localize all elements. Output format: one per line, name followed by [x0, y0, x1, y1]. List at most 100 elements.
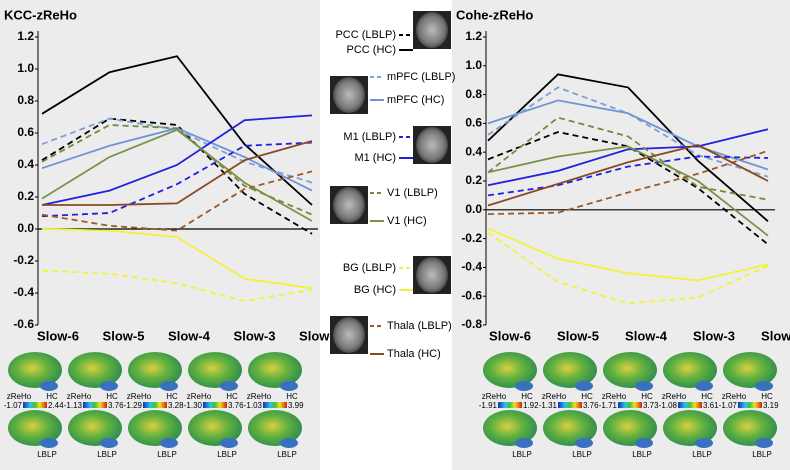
legend-label: V1 (LBLP)	[387, 187, 438, 199]
colorbar-max: 3.76	[108, 401, 124, 410]
y-tick-label: -0.4	[13, 285, 34, 299]
brain-map	[8, 352, 62, 388]
brain-map	[188, 352, 242, 388]
colorbar-max: 3.99	[288, 401, 304, 410]
measure-label: zReHo	[127, 392, 152, 401]
brain-icon	[333, 77, 365, 113]
cerebellum	[695, 438, 713, 448]
cerebellum	[635, 438, 653, 448]
colorbar-max: 3.76	[583, 401, 599, 410]
group-label: LBLP	[217, 450, 237, 459]
cerebellum	[635, 381, 653, 391]
cerebellum	[100, 381, 118, 391]
series-line	[487, 145, 769, 237]
colorbar-min: -1.08	[659, 401, 678, 410]
cerebellum	[220, 381, 238, 391]
brain-map	[68, 352, 122, 388]
legend-label: BG (LBLP)	[343, 262, 396, 274]
y-tick-label: 0.6	[17, 125, 34, 139]
y-tick-label: 1.2	[465, 29, 482, 43]
y-tick-label: 1.2	[17, 29, 34, 43]
colorbar	[143, 402, 167, 408]
group-label: LBLP	[512, 450, 532, 459]
group-label: LBLP	[632, 450, 652, 459]
brain-map	[663, 410, 717, 446]
colorbar-max: 3.76	[228, 401, 244, 410]
cerebellum	[755, 438, 773, 448]
y-tick-label: -0.8	[461, 317, 482, 331]
cerebellum	[575, 438, 593, 448]
brain-map	[128, 352, 182, 388]
colorbar	[23, 402, 47, 408]
y-tick-label: 0.2	[17, 189, 34, 203]
series-line	[41, 228, 313, 290]
y-tick-label: 1.0	[17, 61, 34, 75]
colorbar-max: 2.44	[48, 401, 64, 410]
series-line	[487, 149, 769, 215]
colorbar-min: -1.07	[4, 401, 23, 410]
measure-label: zReHo	[67, 392, 92, 401]
y-tick-label: 0.8	[17, 93, 34, 107]
cerebellum	[40, 381, 58, 391]
chart-title: Cohe-zReHo	[456, 7, 533, 22]
brain-map	[8, 410, 62, 446]
series-line	[41, 269, 313, 302]
measure-label: zReHo	[187, 392, 212, 401]
legend-label: M1 (HC)	[354, 152, 396, 164]
x-tick-label: Slow-4	[168, 328, 211, 343]
y-tick-label: 0.2	[465, 173, 482, 187]
cerebellum	[280, 381, 298, 391]
colorbar-max: 1.92	[523, 401, 539, 410]
colorbar-min: -1.29	[124, 401, 143, 410]
series-line	[487, 232, 769, 305]
y-tick-label: -0.6	[461, 288, 482, 302]
y-tick-label: 1.0	[465, 58, 482, 72]
y-tick-label: -0.2	[13, 253, 34, 267]
series-line	[42, 140, 313, 206]
cerebellum	[515, 381, 533, 391]
series-line	[487, 227, 769, 282]
group-label: HC	[701, 392, 713, 401]
measure-label: zReHo	[7, 392, 32, 401]
series-line	[41, 170, 313, 232]
series-line	[487, 99, 769, 171]
series-line	[41, 117, 313, 235]
series-line	[487, 128, 769, 187]
brain-map	[603, 352, 657, 388]
colorbar-min: -1.91	[479, 401, 498, 410]
right-panel	[452, 0, 790, 470]
series-line	[487, 155, 769, 197]
group-label: HC	[286, 392, 298, 401]
cerebellum	[100, 438, 118, 448]
legend-label: PCC (HC)	[347, 44, 397, 56]
measure-label: zReHo	[662, 392, 687, 401]
cerebellum	[695, 381, 713, 391]
x-tick-label: Slow-6	[37, 328, 79, 343]
cerebellum	[160, 438, 178, 448]
brain-map	[723, 352, 777, 388]
cerebellum	[160, 381, 178, 391]
group-label: LBLP	[572, 450, 592, 459]
group-label: LBLP	[277, 450, 297, 459]
x-tick-label: Slow-4	[625, 328, 668, 343]
measure-label: zReHo	[722, 392, 747, 401]
group-label: LBLP	[157, 450, 177, 459]
brain-map	[68, 410, 122, 446]
legend-label: Thala (HC)	[387, 348, 441, 360]
colorbar-max: 3.61	[703, 401, 719, 410]
x-tick-label: Slow-5	[103, 328, 145, 343]
series-line	[41, 128, 313, 222]
brain-icon	[333, 187, 365, 223]
legend-label: PCC (LBLP)	[335, 29, 396, 41]
y-tick-label: 0.4	[17, 157, 34, 171]
chart-title: KCC-zReHo	[4, 7, 77, 22]
group-label: HC	[46, 392, 58, 401]
y-tick-label: 0.0	[465, 202, 482, 216]
group-label: LBLP	[692, 450, 712, 459]
measure-label: zReHo	[602, 392, 627, 401]
colorbar	[618, 402, 642, 408]
legend-label: mPFC (LBLP)	[387, 71, 455, 83]
x-tick-label: Slow-3	[693, 328, 735, 343]
brain-map	[543, 352, 597, 388]
colorbar	[558, 402, 582, 408]
